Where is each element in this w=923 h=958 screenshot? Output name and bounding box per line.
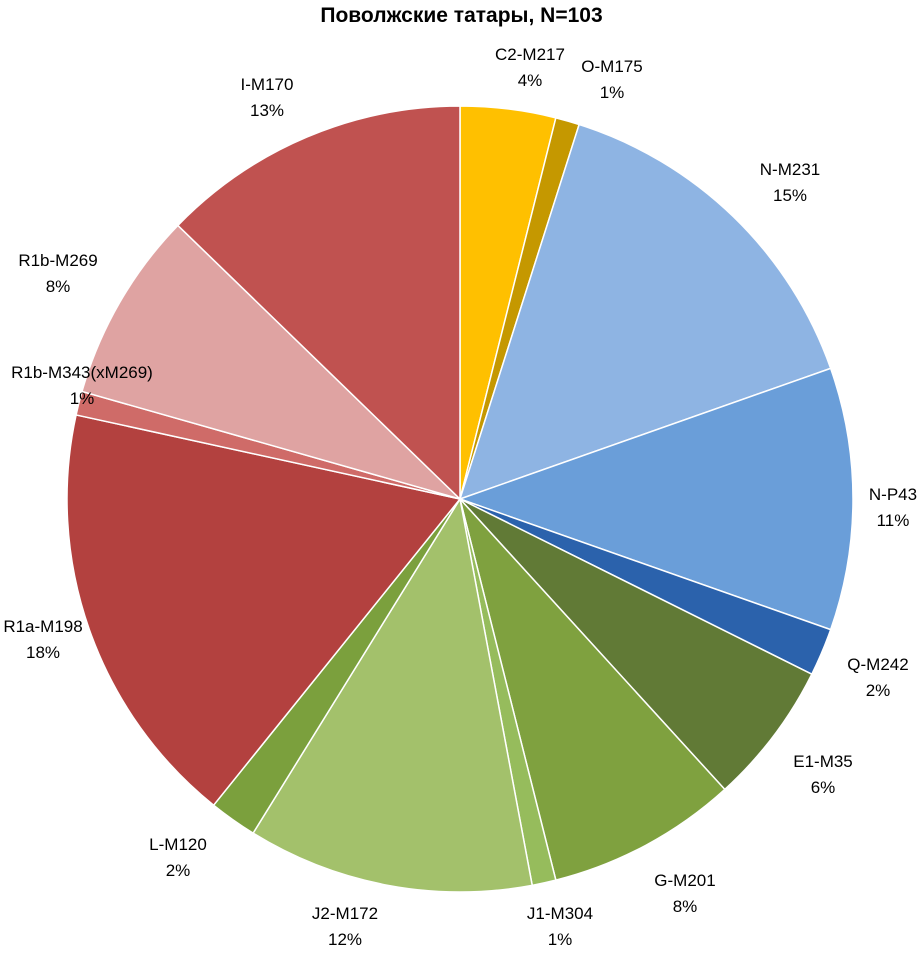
slice-label-name: G-M201 [654, 871, 715, 890]
slice-label-percent: 8% [673, 897, 698, 916]
slice-label-percent: 6% [811, 778, 836, 797]
slice-label-percent: 13% [250, 101, 284, 120]
chart-title: Поволжские татары, N=103 [320, 4, 603, 27]
pie-slice-e1-m35 [459, 498, 813, 791]
slice-label-percent: 2% [166, 861, 191, 880]
slice-label-name: E1-M35 [793, 752, 853, 771]
slice-label-name: R1b-M269 [18, 251, 97, 270]
slice-label-name: J2-M172 [312, 904, 378, 923]
pie-slice-j2-m172 [252, 496, 534, 893]
slice-label-percent: 15% [773, 186, 807, 205]
pie-slice-r1a-m198 [66, 414, 462, 807]
slice-label-name: L-M120 [149, 835, 207, 854]
pie-slice-r1b-m269 [81, 224, 461, 500]
slice-label-name: N-P43 [869, 485, 917, 504]
slice-label-percent: 11% [877, 511, 910, 530]
pie-slice-g-m201 [459, 498, 726, 882]
slice-label-percent: 1% [600, 83, 625, 102]
slice-label-percent: 1% [70, 389, 95, 408]
slice-label-name: R1a-M198 [3, 617, 82, 636]
slice-label-percent: 18% [26, 643, 60, 662]
pie-slice-n-p43 [457, 367, 854, 631]
slice-label-percent: 1% [548, 930, 573, 949]
slice-label-name: Q-M242 [847, 655, 908, 674]
slice-label-name: C2-M217 [495, 45, 565, 64]
slice-label-percent: 2% [866, 681, 891, 700]
slice-label-name: I-M170 [241, 75, 294, 94]
pie-slice-n-m231 [458, 123, 832, 501]
slice-label-percent: 8% [46, 277, 71, 296]
pie-slice-i-m170 [176, 105, 461, 501]
slice-label-name: N-M231 [760, 160, 820, 179]
slice-label-percent: 4% [518, 71, 543, 90]
slice-label-name: J1-M304 [527, 904, 593, 923]
slice-label-name: O-M175 [581, 57, 642, 76]
slice-label-percent: 12% [328, 930, 362, 949]
slice-label-name: R1b-M343(xM269) [11, 363, 153, 382]
